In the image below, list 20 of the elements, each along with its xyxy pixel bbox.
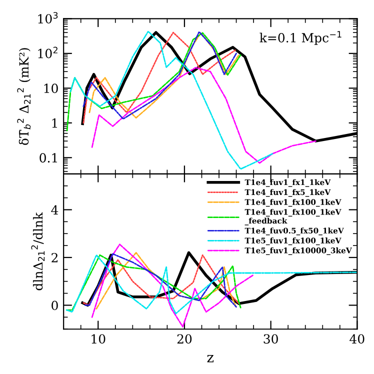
y-tick-label: 0 bbox=[52, 300, 58, 310]
y-tick-label: 10$^{2}$ bbox=[38, 46, 58, 58]
x-tick-label: 10 bbox=[92, 334, 106, 344]
annotation: k=0.1 Mpc$^{−1}$ bbox=[260, 31, 342, 45]
line-series bbox=[66, 254, 242, 311]
y-tick-label: 4 bbox=[51, 205, 58, 214]
y-axis-title: δT̄$_{b}$$^{2}$ Δ$_{21}$$^{2}$ (mK²) bbox=[17, 48, 31, 145]
y-tick-label: 2 bbox=[52, 252, 58, 262]
line-series bbox=[66, 254, 358, 314]
y-tick-label: 0.1 bbox=[40, 153, 57, 163]
x-tick-label: 20 bbox=[177, 334, 192, 344]
line-series bbox=[66, 32, 242, 132]
y-tick-label: 1 bbox=[52, 118, 57, 128]
y-tick-label: 10$^{3}$ bbox=[38, 12, 58, 24]
y-tick-label: 10 bbox=[44, 84, 58, 94]
x-tick-label: 40 bbox=[350, 334, 364, 344]
line-series bbox=[91, 66, 316, 164]
y-axis-title: dlnΔ$_{21}$$^{2}$/dlnk bbox=[31, 212, 45, 290]
x-tick-label: 30 bbox=[264, 334, 278, 344]
x-axis-title: z bbox=[207, 354, 214, 362]
